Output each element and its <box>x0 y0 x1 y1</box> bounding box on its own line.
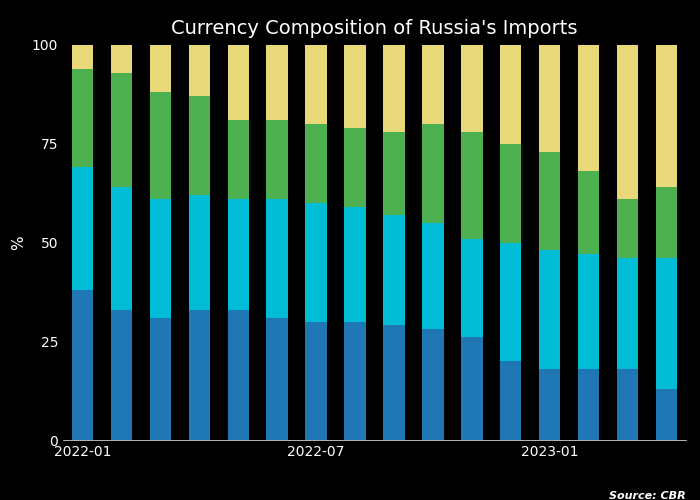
Bar <box>228 199 249 310</box>
Bar <box>150 199 171 318</box>
Y-axis label: %: % <box>11 235 26 250</box>
Bar <box>422 223 444 330</box>
Bar <box>72 290 93 440</box>
Bar <box>72 168 93 290</box>
Bar <box>461 338 482 440</box>
Bar <box>267 45 288 120</box>
Bar <box>461 132 482 238</box>
Bar <box>188 96 210 195</box>
Bar <box>461 238 482 338</box>
Bar <box>578 254 599 369</box>
Bar <box>539 152 561 250</box>
Title: Currency Composition of Russia's Imports: Currency Composition of Russia's Imports <box>172 19 578 38</box>
Bar <box>267 318 288 440</box>
Bar <box>617 369 638 440</box>
Bar <box>539 45 561 152</box>
Bar <box>539 250 561 369</box>
Bar <box>111 187 132 310</box>
Bar <box>578 172 599 254</box>
Bar <box>578 369 599 440</box>
Bar <box>305 203 327 322</box>
Bar <box>422 124 444 223</box>
Bar <box>500 361 522 440</box>
Bar <box>111 310 132 440</box>
Bar <box>384 326 405 440</box>
Bar <box>656 45 677 187</box>
Bar <box>384 45 405 132</box>
Bar <box>656 258 677 388</box>
Bar <box>228 310 249 440</box>
Bar <box>111 72 132 187</box>
Bar <box>267 120 288 199</box>
Bar <box>461 45 482 132</box>
Bar <box>228 45 249 120</box>
Bar <box>344 207 365 322</box>
Bar <box>150 92 171 199</box>
Bar <box>539 369 561 440</box>
Bar <box>305 124 327 203</box>
Bar <box>656 388 677 440</box>
Bar <box>150 45 171 92</box>
Bar <box>111 45 132 72</box>
Bar <box>72 68 93 168</box>
Bar <box>267 199 288 318</box>
Bar <box>344 45 365 128</box>
Bar <box>617 258 638 369</box>
Bar <box>150 318 171 440</box>
Bar <box>188 195 210 310</box>
Bar <box>384 215 405 326</box>
Bar <box>305 45 327 124</box>
Bar <box>344 128 365 207</box>
Bar <box>384 132 405 215</box>
Bar <box>500 242 522 361</box>
Bar <box>422 45 444 124</box>
Bar <box>305 322 327 440</box>
Bar <box>188 310 210 440</box>
Bar <box>578 45 599 172</box>
Bar <box>617 199 638 258</box>
Bar <box>72 45 93 68</box>
Bar <box>344 322 365 440</box>
Bar <box>500 45 522 144</box>
Bar <box>656 187 677 258</box>
Bar <box>188 45 210 96</box>
Bar <box>500 144 522 242</box>
Bar <box>228 120 249 199</box>
Text: Source: CBR: Source: CBR <box>609 492 686 500</box>
Bar <box>422 330 444 440</box>
Bar <box>617 45 638 199</box>
